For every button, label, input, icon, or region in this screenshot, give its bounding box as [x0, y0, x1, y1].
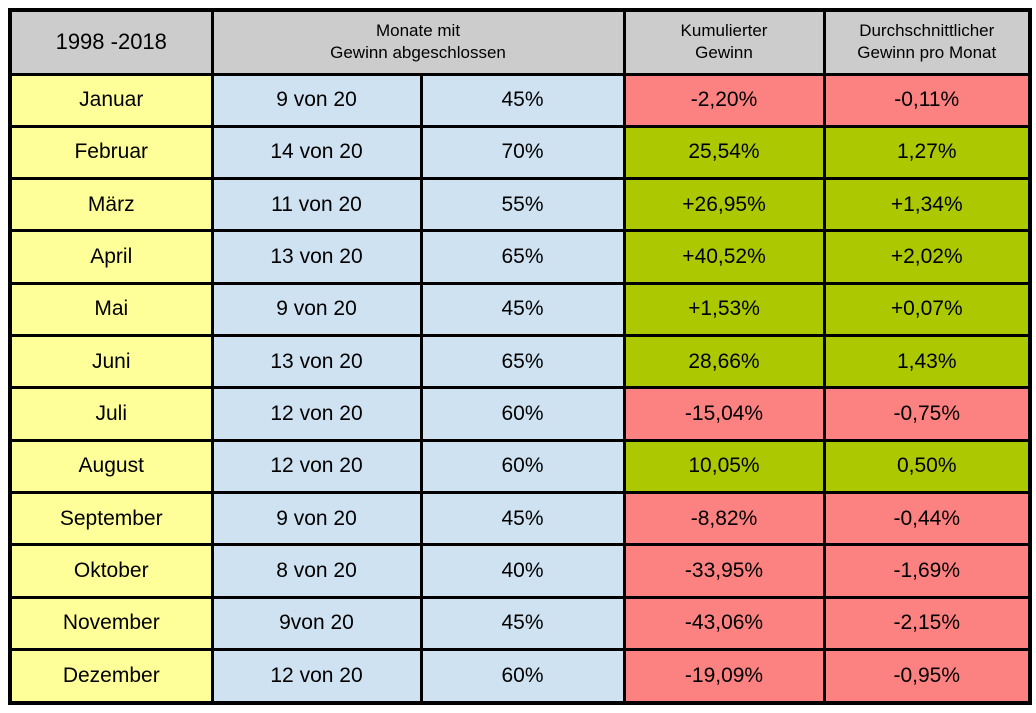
average-cell: -1,69%	[822, 543, 1032, 599]
table-row: Juni 13 von 20 65% 28,66% 1,43%	[8, 334, 1032, 390]
cumulative-cell: -8,82%	[622, 491, 826, 547]
month-cell: Oktober	[8, 543, 214, 599]
monthly-results-table: 1998 -2018 Monate mit Gewinn abgeschloss…	[8, 8, 1032, 705]
cumulative-cell: +1,53%	[622, 281, 826, 338]
wins-cell: 8 von 20	[210, 543, 423, 599]
wins-cell: 9von 20	[210, 595, 423, 652]
winrate-cell: 55%	[419, 177, 626, 233]
wins-cell: 13 von 20	[210, 334, 423, 390]
table-row: Oktober 8 von 20 40% -33,95% -1,69%	[8, 543, 1032, 599]
average-cell: -0,75%	[822, 386, 1032, 442]
cumulative-cell: -15,04%	[622, 386, 826, 442]
table-row: Dezember 12 von 20 60% -19,09% -0,95%	[8, 648, 1032, 705]
table-row: August 12 von 20 60% 10,05% 0,50%	[8, 438, 1032, 495]
wins-cell: 12 von 20	[210, 438, 423, 495]
table-row: September 9 von 20 45% -8,82% -0,44%	[8, 491, 1032, 547]
winrate-cell: 40%	[419, 543, 626, 599]
average-cell: +2,02%	[822, 229, 1032, 285]
average-cell: +0,07%	[822, 281, 1032, 338]
table-row: Januar 9 von 20 45% -2,20% -0,11%	[8, 72, 1032, 128]
cumulative-cell: 25,54%	[622, 124, 826, 181]
average-cell: -2,15%	[822, 595, 1032, 652]
period-header: 1998 -2018	[8, 8, 214, 76]
average-cell: -0,95%	[822, 648, 1032, 705]
winrate-cell: 45%	[419, 72, 626, 128]
month-cell: März	[8, 177, 214, 233]
cumulative-cell: +26,95%	[622, 177, 826, 233]
cumulative-cell: -2,20%	[622, 72, 826, 128]
winrate-cell: 60%	[419, 438, 626, 495]
wins-cell: 11 von 20	[210, 177, 423, 233]
winrate-cell: 65%	[419, 229, 626, 285]
wins-cell: 9 von 20	[210, 281, 423, 338]
wins-group-header: Monate mit Gewinn abgeschlossen	[210, 8, 626, 76]
winrate-cell: 45%	[419, 491, 626, 547]
wins-cell: 12 von 20	[210, 648, 423, 705]
winrate-cell: 45%	[419, 595, 626, 652]
average-cell: -0,44%	[822, 491, 1032, 547]
wins-cell: 14 von 20	[210, 124, 423, 181]
winrate-cell: 70%	[419, 124, 626, 181]
month-cell: November	[8, 595, 214, 652]
month-cell: Mai	[8, 281, 214, 338]
table-row: Mai 9 von 20 45% +1,53% +0,07%	[8, 281, 1032, 338]
month-cell: Januar	[8, 72, 214, 128]
wins-cell: 13 von 20	[210, 229, 423, 285]
table-row: November 9von 20 45% -43,06% -2,15%	[8, 595, 1032, 652]
wins-cell: 12 von 20	[210, 386, 423, 442]
cumulative-cell: 10,05%	[622, 438, 826, 495]
month-cell: Dezember	[8, 648, 214, 705]
average-cell: -0,11%	[822, 72, 1032, 128]
cumulative-cell: -33,95%	[622, 543, 826, 599]
table-row: April 13 von 20 65% +40,52% +2,02%	[8, 229, 1032, 285]
cumulative-header: Kumulierter Gewinn	[622, 8, 826, 76]
wins-cell: 9 von 20	[210, 491, 423, 547]
table-row: März 11 von 20 55% +26,95% +1,34%	[8, 177, 1032, 233]
month-cell: April	[8, 229, 214, 285]
average-cell: 1,43%	[822, 334, 1032, 390]
cumulative-cell: 28,66%	[622, 334, 826, 390]
header-row: 1998 -2018 Monate mit Gewinn abgeschloss…	[8, 8, 1032, 76]
winrate-cell: 60%	[419, 386, 626, 442]
month-cell: September	[8, 491, 214, 547]
winrate-cell: 65%	[419, 334, 626, 390]
month-cell: Juli	[8, 386, 214, 442]
month-cell: Februar	[8, 124, 214, 181]
month-cell: August	[8, 438, 214, 495]
month-cell: Juni	[8, 334, 214, 390]
average-cell: 1,27%	[822, 124, 1032, 181]
average-header: Durchschnittlicher Gewinn pro Monat	[822, 8, 1032, 76]
average-cell: 0,50%	[822, 438, 1032, 495]
table-row: Juli 12 von 20 60% -15,04% -0,75%	[8, 386, 1032, 442]
cumulative-cell: +40,52%	[622, 229, 826, 285]
winrate-cell: 45%	[419, 281, 626, 338]
winrate-cell: 60%	[419, 648, 626, 705]
cumulative-cell: -19,09%	[622, 648, 826, 705]
average-cell: +1,34%	[822, 177, 1032, 233]
wins-cell: 9 von 20	[210, 72, 423, 128]
table-row: Februar 14 von 20 70% 25,54% 1,27%	[8, 124, 1032, 181]
cumulative-cell: -43,06%	[622, 595, 826, 652]
